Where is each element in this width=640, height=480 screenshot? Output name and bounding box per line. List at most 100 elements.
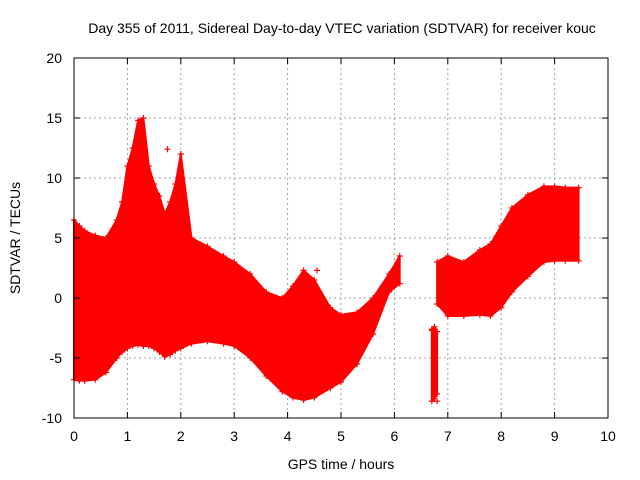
data-point xyxy=(476,247,483,253)
axis-ticks xyxy=(73,57,609,419)
data-point xyxy=(231,343,238,349)
data-point xyxy=(124,163,131,169)
data-point xyxy=(247,271,254,277)
data-point xyxy=(327,304,334,311)
data-point xyxy=(396,253,403,259)
data-point xyxy=(159,277,166,283)
data-point xyxy=(428,327,435,334)
data-point xyxy=(172,181,179,187)
data-point xyxy=(263,289,270,295)
data-point xyxy=(338,379,344,385)
data-point xyxy=(279,388,286,395)
data-band xyxy=(436,185,580,317)
data-point xyxy=(247,355,254,361)
data-point xyxy=(124,345,131,352)
data-point xyxy=(103,235,110,241)
data-point xyxy=(476,311,483,318)
data-point xyxy=(551,257,558,264)
data-point xyxy=(92,376,99,383)
data-point xyxy=(156,193,163,199)
y-tick-label: -10 xyxy=(42,410,62,426)
data-point xyxy=(300,397,307,403)
data-point xyxy=(263,373,270,379)
data-point xyxy=(311,394,318,401)
data-point xyxy=(204,338,211,345)
data-point xyxy=(279,295,286,301)
data-band xyxy=(430,325,439,403)
x-tick-label: 0 xyxy=(70,428,78,444)
data-point xyxy=(444,313,451,319)
data-point xyxy=(103,369,110,376)
data-point xyxy=(562,257,569,264)
data-point xyxy=(575,257,582,264)
data-point xyxy=(145,163,152,169)
data-point xyxy=(161,353,168,360)
data-point xyxy=(460,313,467,319)
data-point xyxy=(434,398,441,405)
x-tick-label: 6 xyxy=(391,428,399,444)
data-point xyxy=(204,243,211,250)
data-point xyxy=(508,205,515,211)
data-point xyxy=(167,199,174,205)
data-point xyxy=(220,340,227,347)
chart-title: Day 355 of 2011, Sidereal Day-to-day VTE… xyxy=(88,20,596,36)
data-point xyxy=(151,181,158,187)
y-tick-label: 10 xyxy=(46,170,62,186)
data-point xyxy=(487,313,494,319)
data-point xyxy=(386,271,393,277)
data-point xyxy=(386,289,393,295)
data-point xyxy=(119,199,126,205)
data-point xyxy=(177,151,184,157)
y-tick-label: 0 xyxy=(54,290,62,306)
data-point xyxy=(575,184,582,191)
x-tick-label: 8 xyxy=(497,428,505,444)
data-point xyxy=(135,117,142,124)
data-point xyxy=(92,232,99,239)
x-tick-label: 2 xyxy=(177,428,185,444)
data-point xyxy=(313,267,320,274)
data-point xyxy=(113,217,120,223)
data-point xyxy=(81,227,88,234)
data-point xyxy=(164,146,171,153)
data-point xyxy=(354,309,361,316)
data-point xyxy=(188,235,195,241)
data-point xyxy=(300,271,307,277)
data-point xyxy=(113,355,120,361)
data-point xyxy=(145,343,152,349)
y-axis-label: SDTVAR / TECUs xyxy=(7,182,23,294)
data-point xyxy=(327,385,334,391)
data-point xyxy=(551,183,558,190)
data-point xyxy=(160,349,167,355)
x-tick-label: 3 xyxy=(230,428,238,444)
data-point xyxy=(188,340,195,347)
x-axis-label: GPS time / hours xyxy=(288,456,395,472)
data-point xyxy=(129,145,136,151)
data-point xyxy=(135,341,142,348)
data-point xyxy=(434,328,441,335)
x-tick-label: 5 xyxy=(337,428,345,444)
x-tick-label: 7 xyxy=(444,428,452,444)
y-tick-label: 5 xyxy=(54,230,62,246)
data-point xyxy=(140,115,147,121)
data-band xyxy=(73,117,401,401)
data-point xyxy=(444,253,451,259)
data-point xyxy=(129,343,136,349)
data-point xyxy=(431,323,438,330)
data-point xyxy=(76,223,83,229)
data-point xyxy=(524,191,531,198)
data-point xyxy=(151,345,158,352)
data-point xyxy=(172,347,179,354)
data-point xyxy=(508,289,515,295)
data-point xyxy=(487,241,494,247)
y-tick-label: 20 xyxy=(46,50,62,66)
data-point xyxy=(434,391,441,397)
data-point xyxy=(370,331,377,337)
data-point xyxy=(81,377,88,384)
y-tick-label: 15 xyxy=(46,110,62,126)
data-point xyxy=(177,345,184,352)
data-point xyxy=(370,295,377,301)
data-point xyxy=(396,280,403,287)
data-point xyxy=(161,211,168,217)
y-tick-label: -5 xyxy=(50,350,63,366)
